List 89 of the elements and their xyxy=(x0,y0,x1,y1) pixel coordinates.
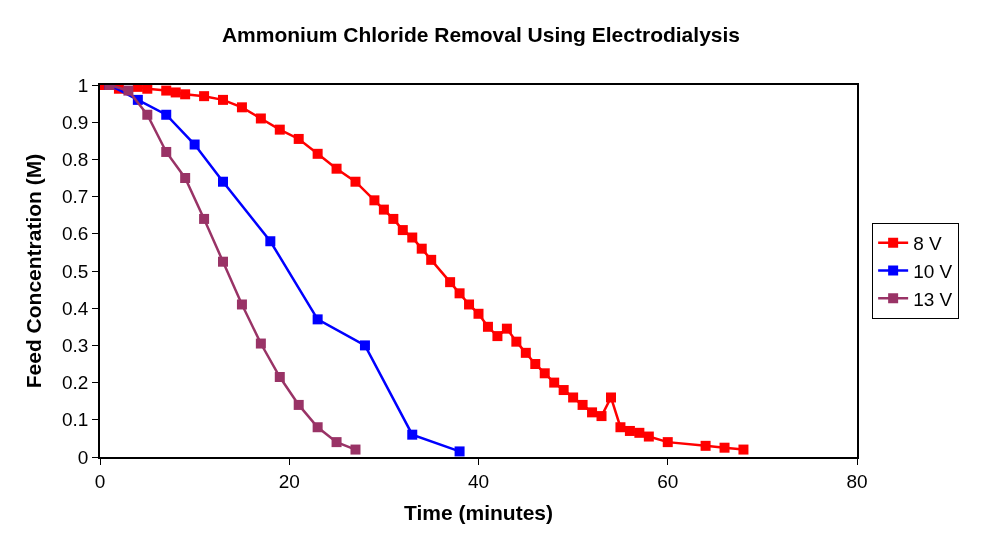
point xyxy=(218,256,229,267)
point xyxy=(265,236,276,247)
point xyxy=(161,85,172,96)
point xyxy=(369,195,380,206)
point xyxy=(568,392,579,403)
chart-title: Ammonium Chloride Removal Using Electrodialysis xyxy=(221,22,741,46)
point xyxy=(445,277,456,288)
point xyxy=(189,139,200,150)
point xyxy=(161,146,172,157)
point xyxy=(350,444,361,455)
point xyxy=(331,163,342,174)
point xyxy=(482,321,493,332)
point xyxy=(634,427,645,438)
point xyxy=(624,425,635,436)
legend-label: 10 V xyxy=(913,260,953,282)
point xyxy=(170,87,181,98)
y-tick-label: 0 xyxy=(77,446,89,468)
point xyxy=(596,411,607,422)
point xyxy=(236,299,247,310)
point xyxy=(180,89,191,100)
point xyxy=(123,85,134,96)
point xyxy=(492,331,503,342)
point xyxy=(350,176,361,187)
point xyxy=(236,102,247,113)
point xyxy=(312,148,323,159)
point xyxy=(255,338,266,349)
point xyxy=(293,399,304,410)
point xyxy=(312,314,323,325)
point xyxy=(605,392,616,403)
point xyxy=(700,440,711,451)
point xyxy=(643,431,654,442)
y-tick-label: 0.2 xyxy=(62,372,89,394)
point xyxy=(426,254,437,265)
point xyxy=(142,85,153,94)
point xyxy=(274,372,285,383)
y-tick-label: 0.6 xyxy=(62,223,89,245)
y-tick-label: 0.4 xyxy=(62,297,89,319)
point xyxy=(293,133,304,144)
x-tick-label: 40 xyxy=(467,470,490,492)
y-tick-label: 0.3 xyxy=(62,335,89,357)
y-tick-label: 0.7 xyxy=(62,186,89,208)
point xyxy=(511,336,522,347)
point xyxy=(218,176,229,187)
x-axis-title: Time (minutes) xyxy=(404,501,553,525)
point xyxy=(378,204,389,215)
point xyxy=(558,385,569,396)
x-tick-label: 80 xyxy=(846,470,868,492)
y-tick-label: 0.8 xyxy=(62,149,89,171)
point xyxy=(520,347,531,358)
point xyxy=(312,422,323,433)
point xyxy=(255,113,266,124)
y-tick-label: 0.5 xyxy=(62,260,89,282)
x-tick-label: 60 xyxy=(657,470,679,492)
point xyxy=(407,232,418,243)
point xyxy=(359,340,370,351)
point xyxy=(530,359,541,369)
point xyxy=(738,444,749,455)
point xyxy=(662,437,673,448)
x-tick-label: 0 xyxy=(94,470,106,492)
point xyxy=(454,446,465,457)
y-tick-label: 0.1 xyxy=(62,409,89,431)
point xyxy=(539,368,550,379)
point xyxy=(719,442,730,453)
point xyxy=(473,308,484,319)
y-axis-title: Feed Concentration (M) xyxy=(21,153,45,389)
point xyxy=(142,109,153,120)
legend-label: 8 V xyxy=(913,233,942,255)
point xyxy=(218,94,229,105)
point xyxy=(397,225,408,236)
point xyxy=(464,299,475,310)
point xyxy=(180,173,191,183)
point xyxy=(587,407,598,418)
point xyxy=(161,109,172,120)
point xyxy=(615,422,626,433)
point xyxy=(199,91,210,102)
point xyxy=(549,377,560,388)
point xyxy=(388,213,399,224)
y-tick-label: 0.9 xyxy=(62,111,89,133)
legend-label: 13 V xyxy=(913,288,953,310)
point xyxy=(501,323,512,334)
point xyxy=(407,429,418,440)
point xyxy=(416,243,427,254)
point xyxy=(274,124,285,135)
point xyxy=(199,213,210,224)
x-tick-label: 20 xyxy=(278,470,300,492)
point xyxy=(454,288,465,299)
point xyxy=(577,399,588,410)
point xyxy=(331,437,342,448)
y-tick-label: 1 xyxy=(77,74,89,96)
